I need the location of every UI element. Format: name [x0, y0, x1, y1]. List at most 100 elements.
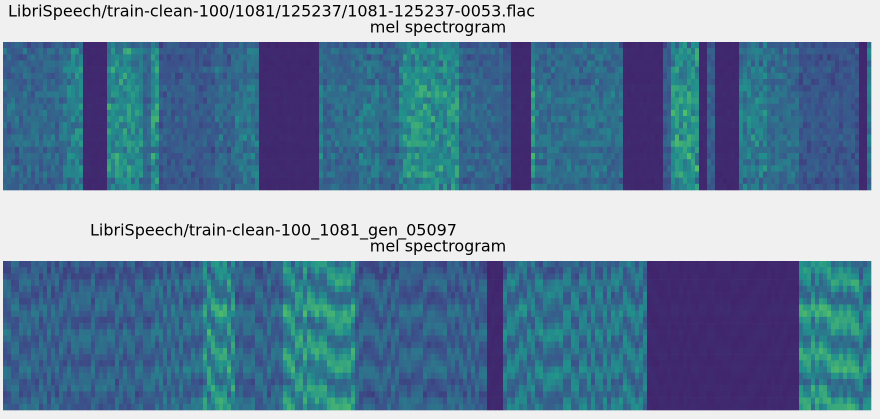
spectrogram-cell	[763, 171, 768, 178]
spectrogram-cell	[279, 177, 284, 185]
spectrogram-cell	[743, 97, 748, 104]
spectrogram-cell	[399, 79, 404, 86]
spectrogram-cell	[563, 122, 568, 129]
spectrogram-cell	[283, 109, 288, 117]
spectrogram-cell	[631, 134, 636, 141]
spectrogram-cell	[203, 103, 208, 111]
spectrogram-cell	[535, 60, 540, 67]
spectrogram-cell	[443, 60, 448, 67]
spectrogram-cell	[799, 128, 804, 135]
spectrogram-cell	[79, 171, 84, 178]
spectrogram-cell	[283, 79, 288, 86]
spectrogram-cell	[7, 177, 12, 185]
spectrogram-cell	[111, 153, 116, 160]
spectrogram-cell	[391, 122, 396, 129]
spectrogram-cell	[307, 97, 312, 104]
spectrogram-cell	[763, 122, 768, 129]
spectrogram-cell	[315, 72, 320, 80]
spectrogram-cell	[283, 48, 288, 55]
spectrogram-cell	[615, 79, 620, 86]
spectrogram-cell	[779, 116, 784, 123]
spectrogram-cell	[771, 146, 776, 154]
spectrogram-cell	[387, 140, 392, 148]
spectrogram-cell	[311, 60, 316, 67]
spectrogram-cell	[571, 183, 576, 191]
spectrogram-cell	[175, 140, 180, 148]
spectrogram-cell	[435, 134, 440, 141]
spectrogram-cell	[67, 91, 72, 98]
spectrogram-cell	[659, 72, 664, 80]
spectrogram-cell	[19, 79, 24, 86]
spectrogram-cell	[711, 54, 716, 61]
spectrogram-cell	[539, 48, 544, 55]
spectrogram-cell	[743, 42, 748, 49]
spectrogram-cell	[63, 183, 68, 191]
spectrogram-cell	[3, 54, 8, 61]
spectrogram-cell	[83, 79, 88, 86]
spectrogram-cell	[439, 48, 444, 55]
spectrogram-cell	[563, 54, 568, 61]
spectrogram-cell	[263, 79, 268, 86]
spectrogram-cell	[339, 72, 344, 80]
spectrogram-cell	[299, 60, 304, 67]
spectrogram-cell	[635, 153, 640, 160]
spectrogram-cell	[599, 42, 604, 49]
spectrogram-cell	[743, 116, 748, 123]
spectrogram-cell	[399, 109, 404, 117]
spectrogram-cell	[87, 66, 92, 74]
spectrogram-cell	[55, 109, 60, 117]
spectrogram-cell	[387, 109, 392, 117]
spectrogram-cell	[735, 153, 740, 160]
spectrogram-cell	[491, 91, 496, 98]
spectrogram-cell	[359, 165, 364, 172]
spectrogram-cell	[283, 177, 288, 185]
spectrogram-cell	[495, 91, 500, 98]
spectrogram-cell	[811, 60, 816, 67]
spectrogram-cell	[127, 177, 132, 185]
spectrogram-cell	[83, 177, 88, 185]
spectrogram-cell	[303, 79, 308, 86]
spectrogram-cell	[343, 128, 348, 135]
spectrogram-cell	[795, 109, 800, 117]
spectrogram-cell	[339, 103, 344, 111]
spectrogram-cell	[291, 165, 296, 172]
spectrogram-cell	[383, 140, 388, 148]
spectrogram-cell	[555, 54, 560, 61]
spectrogram-cell	[735, 54, 740, 61]
spectrogram-cell	[87, 91, 92, 98]
spectrogram-cell	[427, 171, 432, 178]
spectrogram-cell	[571, 128, 576, 135]
spectrogram-cell	[667, 122, 672, 129]
spectrogram-cell	[227, 159, 232, 166]
spectrogram-cell	[103, 140, 108, 148]
spectrogram-cell	[283, 171, 288, 178]
spectrogram-cell	[143, 60, 148, 67]
spectrogram-cell	[371, 122, 376, 129]
spectrogram-cell	[503, 48, 508, 55]
spectrogram-cell	[603, 91, 608, 98]
spectrogram-cell	[123, 91, 128, 98]
spectrogram-cell	[443, 79, 448, 86]
spectrogram-cell	[499, 91, 504, 98]
spectrogram-cell	[295, 103, 300, 111]
spectrogram-cell	[23, 146, 28, 154]
spectrogram-cell	[647, 54, 652, 61]
spectrogram-cell	[791, 79, 796, 86]
spectrogram-cell	[275, 134, 280, 141]
spectrogram-cell	[523, 128, 528, 135]
spectrogram-cell	[719, 48, 724, 55]
spectrogram-cell	[383, 109, 388, 117]
spectrogram-cell	[155, 66, 160, 74]
spectrogram-cell	[67, 177, 72, 185]
spectrogram-cell	[27, 128, 32, 135]
spectrogram-cell	[531, 177, 536, 185]
spectrogram-cell	[523, 85, 528, 92]
spectrogram-cell	[479, 128, 484, 135]
spectrogram-cell	[371, 146, 376, 154]
spectrogram-cell	[739, 171, 744, 178]
spectrogram-cell	[787, 103, 792, 111]
spectrogram-cell	[131, 60, 136, 67]
spectrogram-cell	[235, 60, 240, 67]
spectrogram-cell	[391, 66, 396, 74]
spectrogram-cell	[559, 42, 564, 49]
